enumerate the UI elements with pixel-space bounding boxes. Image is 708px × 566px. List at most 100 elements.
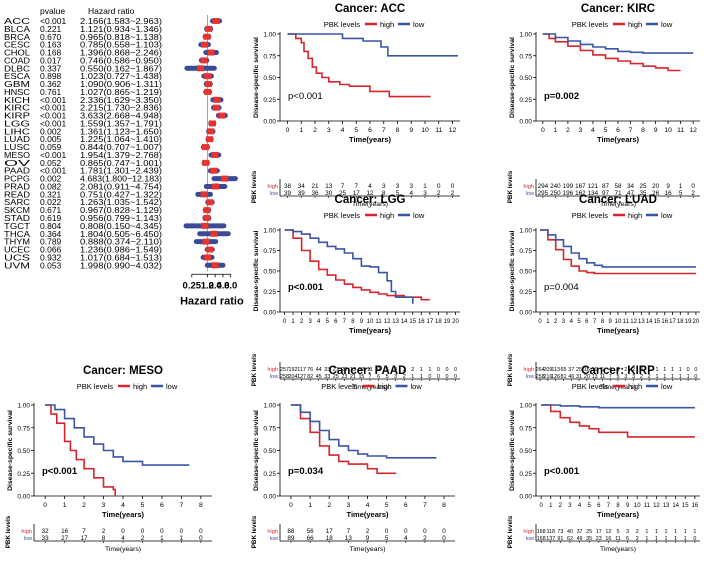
km-legend-high: high bbox=[628, 382, 642, 391]
km-risk-count: 2 bbox=[640, 374, 643, 380]
forest-cancer-label: GBM bbox=[4, 79, 30, 89]
forest-pvalue: <0.001 bbox=[40, 95, 67, 105]
km-risk-title: PBK levels bbox=[507, 170, 514, 203]
km-curve-high bbox=[540, 229, 696, 275]
km-legend-title: PBK levels bbox=[77, 382, 114, 391]
forest-hr-point bbox=[210, 167, 218, 174]
forest-cancer-label: PRAD bbox=[4, 181, 30, 191]
km-risk-count: 0 bbox=[385, 528, 389, 535]
km-x-tick-label: 2 bbox=[559, 503, 563, 509]
forest-cancer-label: COAD bbox=[4, 55, 30, 65]
forest-cancer-label: PCPG bbox=[4, 174, 30, 184]
forest-x-tick-label: 8.0 bbox=[224, 280, 237, 291]
forest-pvalue: 0.082 bbox=[40, 181, 62, 191]
km-risk-count: 5 bbox=[385, 535, 389, 542]
km-risk-count: 6 bbox=[377, 374, 380, 380]
km-risk-count: 0 bbox=[404, 528, 408, 535]
km-risk-count: 1 bbox=[674, 529, 677, 535]
km-y-axis-title: Disease-specific survival bbox=[253, 410, 260, 491]
km-risk-count: 0 bbox=[451, 183, 455, 190]
km-x-tick-label: 20 bbox=[452, 319, 459, 325]
forest-cancer-label: LGG bbox=[4, 118, 30, 128]
km-risk-count: 113 bbox=[551, 367, 560, 373]
km-x-tick-label: 11 bbox=[435, 127, 442, 134]
km-risk-count: 37 bbox=[568, 367, 574, 373]
km-y-tick-label: 1.00 bbox=[519, 228, 532, 235]
km-y-tick-label: 0.75 bbox=[263, 248, 276, 255]
forest-hr-point bbox=[221, 175, 229, 182]
km-risk-label-low: low bbox=[24, 536, 33, 542]
forest-hr-text: 1.027(0.865~1.219) bbox=[80, 87, 162, 97]
km-risk-x-axis-title: Time(years) bbox=[350, 546, 386, 553]
km-curve-low bbox=[287, 33, 458, 57]
forest-hr-text: 1.225(1.064~1.410) bbox=[80, 134, 162, 144]
km-x-tick-label: 11 bbox=[623, 319, 630, 325]
km-risk-count: 1 bbox=[687, 374, 690, 380]
forest-hr-text: 1.954(1.379~2.768) bbox=[80, 150, 162, 160]
km-legend-low: low bbox=[411, 382, 423, 391]
km-x-tick-label: 19 bbox=[444, 319, 451, 325]
km-y-axis-title: Disease-specific survival bbox=[509, 37, 516, 118]
km-risk-count: 82 bbox=[307, 374, 313, 380]
km-title: Cancer: KIRP bbox=[581, 365, 655, 377]
forest-cancer-label: MESO bbox=[4, 150, 30, 160]
forest-hr-text: 0.844(0.707~1.007) bbox=[80, 142, 162, 152]
km-risk-count: 2 bbox=[366, 528, 370, 535]
km-risk-count: 3 bbox=[403, 367, 406, 373]
forest-pvalue: 0.002 bbox=[40, 174, 62, 184]
km-x-tick-label: 0 bbox=[539, 503, 543, 509]
km-risk-count: 2 bbox=[640, 367, 643, 373]
km-x-tick-label: 8 bbox=[641, 127, 645, 134]
km-x-tick-label: 1 bbox=[549, 503, 553, 509]
forest-pvalue: 0.619 bbox=[40, 213, 62, 223]
forest-pvalue: 0.670 bbox=[40, 32, 62, 42]
forest-pvalue: 0.337 bbox=[40, 63, 62, 73]
km-x-tick-label: 0 bbox=[286, 127, 290, 134]
forest-cancer-label: CESC bbox=[4, 40, 30, 50]
km-risk-count: 10 bbox=[592, 367, 598, 373]
km-risk-count: 2 bbox=[632, 367, 635, 373]
km-risk-count: 1 bbox=[679, 367, 682, 373]
forest-pvalue: 0.932 bbox=[40, 252, 62, 262]
km-risk-count: 7 bbox=[609, 374, 612, 380]
forest-hr-point bbox=[197, 65, 205, 72]
km-y-tick-label: 0.00 bbox=[263, 119, 276, 126]
km-risk-count: 34 bbox=[627, 183, 635, 190]
forest-pvalue: 0.052 bbox=[40, 158, 62, 168]
forest-pvalue: 0.321 bbox=[40, 189, 62, 199]
km-risk-x-axis-title: Time(years) bbox=[352, 201, 388, 208]
forest-hr-point bbox=[212, 18, 220, 24]
km-x-tick-label: 7 bbox=[593, 319, 597, 325]
km-risk-count: 1 bbox=[645, 536, 648, 542]
forest-hr-text: 1.017(0.684~1.513) bbox=[80, 252, 162, 262]
forest-hr-text: 2.336(1.629~3.350) bbox=[80, 95, 162, 105]
km-risk-count: 45 bbox=[316, 374, 322, 380]
forest-hr-point bbox=[210, 230, 218, 237]
km-y-tick-label: 0.00 bbox=[519, 310, 532, 317]
km-x-tick-label: 19 bbox=[685, 319, 692, 325]
km-risk-count: 17 bbox=[353, 190, 361, 197]
km-risk-count: 20 bbox=[341, 367, 347, 373]
km-risk-count: 13 bbox=[350, 367, 356, 373]
km-risk-count: 20 bbox=[584, 374, 590, 380]
km-legend-title: PBK levels bbox=[572, 211, 609, 220]
forest-header-pvalue: pvalue bbox=[40, 6, 65, 16]
km-curve-high bbox=[290, 404, 397, 475]
forest-pvalue: 0.362 bbox=[40, 79, 62, 89]
km-x-tick-label: 7 bbox=[423, 502, 427, 509]
km-x-tick-label: 4 bbox=[317, 319, 321, 325]
forest-hr-text: 0.865(0.747~1.001) bbox=[80, 158, 162, 168]
km-x-tick-label: 4 bbox=[578, 503, 582, 509]
km-risk-count: 5 bbox=[617, 374, 620, 380]
km-x-tick-label: 8 bbox=[199, 502, 203, 509]
km-risk-count: 0 bbox=[121, 528, 125, 535]
km-y-tick-label: 0.00 bbox=[263, 310, 276, 317]
km-risk-count: 5 bbox=[396, 190, 400, 197]
km-risk-count: 118 bbox=[546, 529, 555, 535]
forest-hr-point bbox=[207, 49, 215, 56]
km-x-tick-label: 8 bbox=[351, 319, 355, 325]
km-risk-count: 1 bbox=[648, 367, 651, 373]
km-risk-count: 240 bbox=[550, 183, 561, 190]
